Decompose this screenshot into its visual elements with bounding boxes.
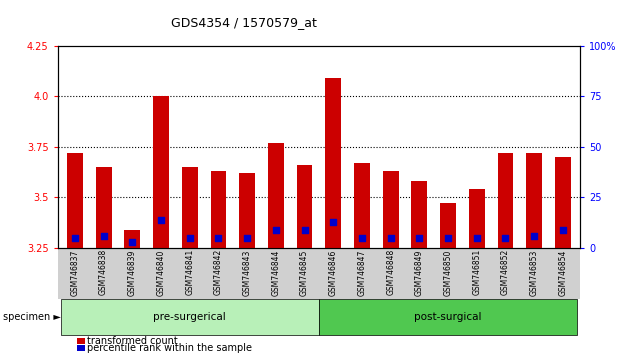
Point (529, 233, 539, 239)
Point (385, 235, 395, 241)
Bar (67, 153, 83, 248)
Point (414, 235, 424, 241)
Point (70, 235, 80, 241)
Bar (326, 78, 341, 248)
Bar (268, 143, 284, 248)
Bar (297, 165, 312, 248)
Text: specimen ►: specimen ► (3, 312, 61, 322)
Point (328, 219, 338, 224)
Point (501, 235, 511, 241)
Point (185, 235, 195, 241)
Bar (469, 189, 485, 248)
Point (127, 239, 137, 245)
Point (558, 227, 568, 233)
Text: pre-surgerical: pre-surgerical (153, 312, 226, 322)
Bar (555, 157, 570, 248)
Point (242, 235, 253, 241)
Bar (210, 171, 226, 248)
Text: transformed count: transformed count (87, 336, 178, 346)
Point (156, 217, 166, 222)
Point (99, 233, 109, 239)
Point (443, 235, 453, 241)
Bar (354, 163, 370, 248)
Bar (239, 173, 255, 248)
Text: percentile rank within the sample: percentile rank within the sample (87, 343, 252, 353)
Bar (383, 171, 399, 248)
Bar (440, 204, 456, 248)
Point (299, 227, 310, 233)
Bar (182, 167, 197, 248)
Text: GDS4354 / 1570579_at: GDS4354 / 1570579_at (171, 16, 317, 29)
Bar (96, 167, 112, 248)
Point (213, 235, 224, 241)
Bar (153, 96, 169, 248)
Point (357, 235, 367, 241)
Bar (497, 153, 513, 248)
Bar (412, 181, 428, 248)
Bar (526, 153, 542, 248)
Bar (124, 230, 140, 248)
Text: post-surgical: post-surgical (414, 312, 482, 322)
Point (271, 227, 281, 233)
Point (472, 235, 482, 241)
